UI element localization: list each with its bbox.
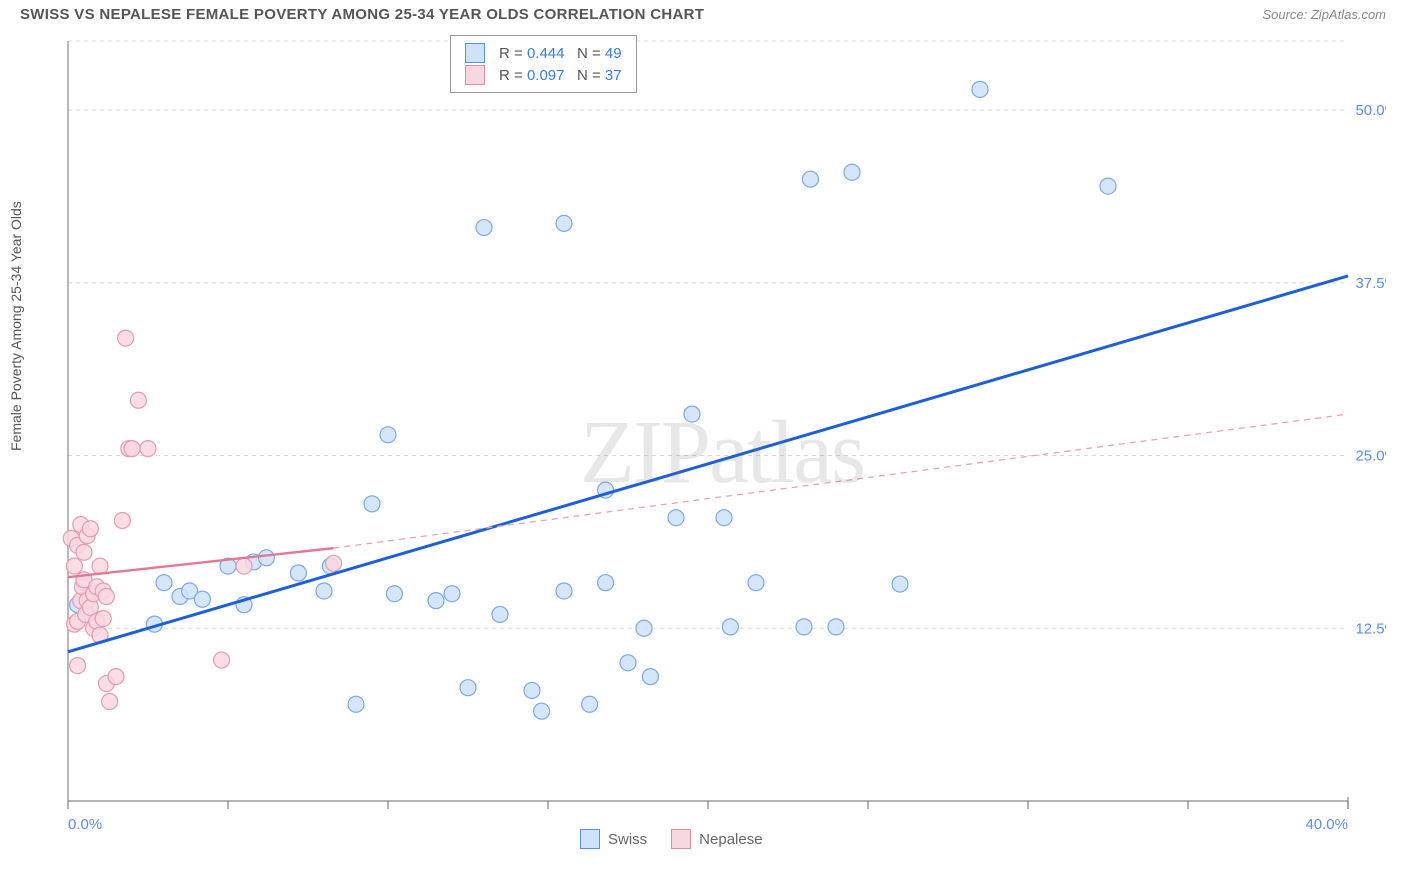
legend-swatch — [465, 43, 485, 63]
svg-text:40.0%: 40.0% — [1305, 816, 1348, 833]
correlation-scatter-chart: 0.0% 40.0% 12.5% 25.0% 37.5% 50.0% — [20, 31, 1386, 851]
svg-text:0.0%: 0.0% — [68, 816, 102, 833]
stats-legend-row: R = 0.444 N = 49 — [465, 43, 622, 63]
series-legend-item: Swiss — [580, 829, 647, 849]
series-legend-label: Swiss — [608, 831, 647, 848]
legend-swatch — [580, 829, 600, 849]
series-legend: Swiss Nepalese — [580, 829, 763, 849]
y-axis-label: Female Poverty Among 25-34 Year Olds — [8, 201, 24, 451]
svg-text:12.5%: 12.5% — [1355, 620, 1386, 637]
legend-stats-text: R = 0.444 N = 49 — [499, 45, 622, 62]
series-legend-label: Nepalese — [699, 831, 762, 848]
legend-stats-text: R = 0.097 N = 37 — [499, 67, 622, 84]
svg-text:50.0%: 50.0% — [1355, 102, 1386, 119]
chart-container: 0.0%40.0%12.5%25.0%37.5%50.0% ZIPatlas F… — [20, 31, 1386, 851]
svg-text:37.5%: 37.5% — [1355, 275, 1386, 292]
legend-swatch — [465, 65, 485, 85]
stats-legend-row: R = 0.097 N = 37 — [465, 65, 622, 85]
svg-text:25.0%: 25.0% — [1355, 448, 1386, 465]
series-legend-item: Nepalese — [671, 829, 762, 849]
legend-swatch — [671, 829, 691, 849]
stats-legend: R = 0.444 N = 49 R = 0.097 N = 37 — [450, 35, 637, 93]
page-title: SWISS VS NEPALESE FEMALE POVERTY AMONG 2… — [20, 6, 704, 23]
source-label: Source: ZipAtlas.com — [1262, 7, 1386, 22]
